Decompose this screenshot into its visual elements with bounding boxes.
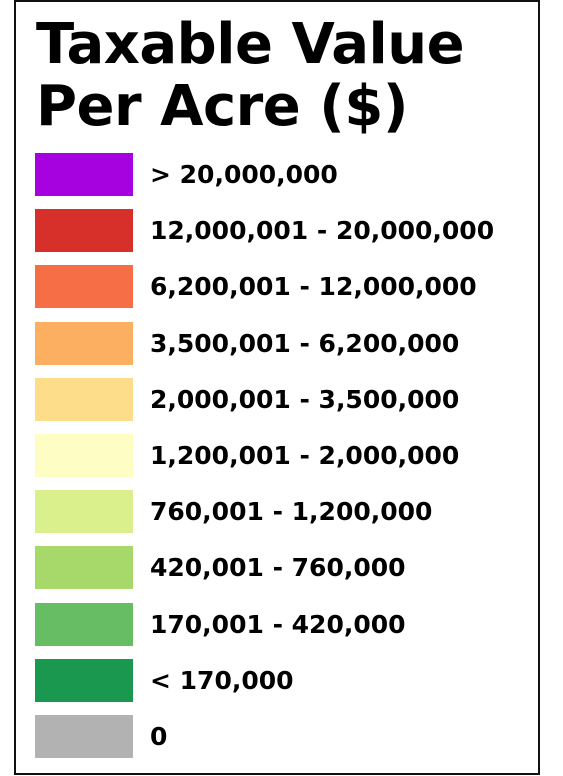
legend-swatch — [35, 321, 133, 365]
legend-swatch — [35, 209, 133, 253]
legend-swatch — [35, 658, 133, 702]
legend-swatch — [35, 434, 133, 477]
legend-label: > 20,000,000 — [150, 160, 338, 189]
legend-swatch — [35, 490, 133, 534]
legend-swatch — [35, 715, 133, 758]
legend-label: 2,000,001 - 3,500,000 — [150, 384, 460, 414]
legend-label: 6,200,001 - 12,000,000 — [150, 272, 477, 302]
legend-swatch — [35, 546, 133, 590]
legend: Taxable Value Per Acre ($) > 20,000,000 12,… — [14, 0, 540, 775]
legend-label: 760,001 - 1,200,000 — [150, 497, 433, 527]
legend-swatch — [35, 602, 133, 646]
legend-swatch — [35, 265, 133, 309]
legend-title: Per Acre ($) — [36, 74, 408, 139]
legend-label: 0 — [150, 722, 168, 751]
legend-label: 420,001 - 760,000 — [150, 553, 406, 583]
legend-label: 3,500,001 - 6,200,000 — [150, 328, 460, 358]
legend-label: 1,200,001 - 2,000,000 — [150, 441, 460, 470]
legend-label: 12,000,001 - 20,000,000 — [150, 216, 495, 246]
legend-label: < 170,000 — [150, 665, 294, 695]
legend-label: 170,001 - 420,000 — [150, 609, 406, 639]
legend-swatch — [35, 153, 133, 196]
legend-title: Taxable Value — [36, 12, 465, 77]
legend-swatch — [35, 377, 133, 421]
